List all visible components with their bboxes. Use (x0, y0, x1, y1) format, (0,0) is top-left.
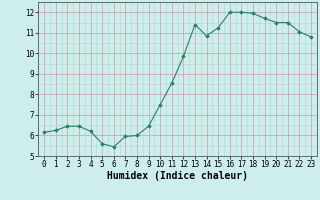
X-axis label: Humidex (Indice chaleur): Humidex (Indice chaleur) (107, 171, 248, 181)
